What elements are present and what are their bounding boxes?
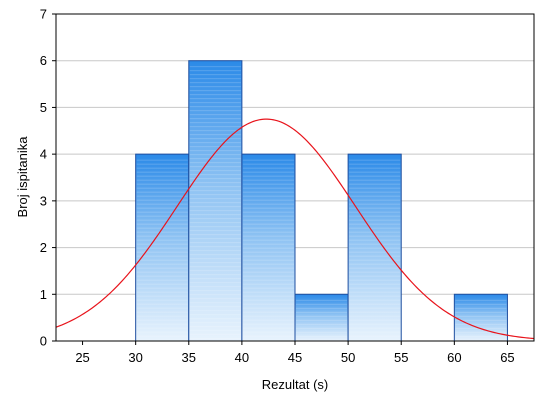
- y-tick-label: 0: [40, 334, 47, 349]
- y-tick-label: 2: [40, 240, 47, 255]
- x-tick-label: 30: [128, 350, 142, 365]
- y-tick-label: 3: [40, 193, 47, 208]
- x-tick-label: 60: [447, 350, 461, 365]
- x-tick-label: 40: [235, 350, 249, 365]
- x-tick-label: 65: [500, 350, 514, 365]
- normal-fit-curve: [56, 118, 534, 340]
- y-tick-label: 7: [40, 7, 47, 22]
- x-tick-label: 35: [182, 350, 196, 365]
- y-axis-ticks: 0 1 2 3 4 5 6 7: [40, 7, 56, 349]
- histogram-bar: [347, 153, 402, 342]
- x-axis-ticks: 25 30 35 40 45 50 55 60 65: [75, 341, 515, 365]
- fit-curve-layer: [56, 118, 534, 340]
- y-tick-label: 5: [40, 100, 47, 115]
- bars: [135, 60, 508, 342]
- x-tick-label: 50: [341, 350, 355, 365]
- x-tick-label: 55: [394, 350, 408, 365]
- histogram-bar: [188, 60, 243, 342]
- histogram-bar: [135, 153, 190, 342]
- x-tick-label: 25: [75, 350, 89, 365]
- y-tick-label: 1: [40, 287, 47, 302]
- y-tick-label: 4: [40, 147, 47, 162]
- histogram-bar: [241, 153, 296, 342]
- x-axis-label: Rezultat (s): [262, 377, 328, 392]
- y-tick-label: 6: [40, 53, 47, 68]
- x-tick-label: 45: [288, 350, 302, 365]
- histogram-bar: [294, 293, 349, 342]
- y-axis-label: Broj ispitanika: [15, 136, 30, 218]
